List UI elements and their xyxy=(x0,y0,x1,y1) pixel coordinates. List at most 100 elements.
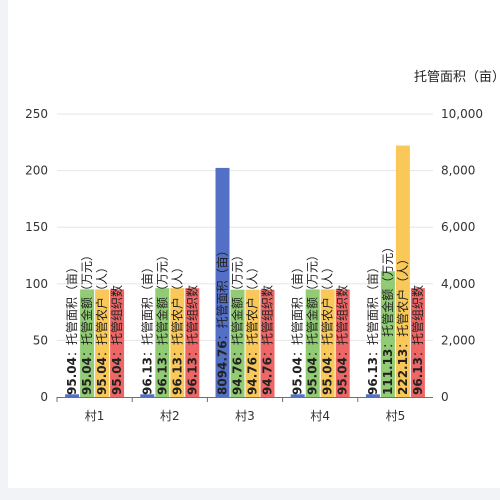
bar-data-label: 95.04：托管面积（亩） xyxy=(290,261,305,395)
bars xyxy=(65,145,425,397)
left-tick-label: 150 xyxy=(25,220,48,234)
bar-data-label: 8094.76：托管面积（亩） xyxy=(215,244,230,395)
bar[interactable] xyxy=(245,289,260,397)
bar-data-series-name: ：托管面积（亩） xyxy=(64,261,79,357)
right-tick-label: 8,000 xyxy=(441,164,475,178)
bar-data-label: 96.13：托管组织数 xyxy=(410,285,425,395)
bar[interactable] xyxy=(380,271,395,397)
bar-data-value: 95.04 xyxy=(95,357,109,395)
category-label: 村3 xyxy=(235,409,255,423)
bar-data-value: 95.04 xyxy=(336,357,350,395)
bar-data-value: 96.13 xyxy=(140,357,154,395)
right-axis-ticks: 0 2,000 4,000 6,000 8,000 10,000 xyxy=(441,107,483,404)
bar-data-label: 96.13：托管面积（亩） xyxy=(365,261,380,395)
bar-data-label: 96.13：托管面积（亩） xyxy=(139,261,154,395)
bar-data-series-name: ：托管金额（万元） xyxy=(305,249,320,357)
data-labels: 95.04：托管面积（亩）95.04：托管金额（万元）95.04：托管农户（人）… xyxy=(64,241,425,395)
bar[interactable] xyxy=(410,288,425,397)
bar-data-series-name: ：托管面积（亩） xyxy=(139,261,154,357)
left-tick-label: 50 xyxy=(33,333,48,347)
bar-data-label: 95.04：托管农户（人） xyxy=(94,261,109,395)
bar-data-label: 95.04：托管金额（万元） xyxy=(79,249,94,395)
bar-data-label: 111.13：托管金额（万元） xyxy=(380,241,395,395)
bar[interactable] xyxy=(170,288,185,397)
bar-data-label: 95.04：托管组织数 xyxy=(109,285,124,395)
bar-data-label: 95.04：托管面积（亩） xyxy=(64,261,79,395)
bar-data-series-name: ：托管组织数 xyxy=(260,285,275,357)
bar[interactable] xyxy=(365,394,380,397)
bar-data-series-name: ：托管金额（万元） xyxy=(154,249,169,357)
category-labels: 村1 村2 村3 村4 村5 xyxy=(56,397,406,423)
right-tick-label: 6,000 xyxy=(441,220,475,234)
bar-data-value: 95.04 xyxy=(291,357,305,395)
bar-data-value: 95.04 xyxy=(306,357,320,395)
bar-data-series-name: ：托管金额（万元） xyxy=(79,249,94,357)
right-tick-label: 0 xyxy=(441,390,449,404)
bar-data-label: 96.13：托管农户（人） xyxy=(169,261,184,395)
bar[interactable] xyxy=(320,289,335,397)
bar-data-series-name: ：托管面积（亩） xyxy=(215,244,230,340)
bar-data-label: 94.76：托管农户（人） xyxy=(245,261,260,395)
bar[interactable] xyxy=(260,289,275,397)
bar-data-label: 96.13：托管组织数 xyxy=(184,285,199,395)
bar-data-value: 96.13 xyxy=(170,357,184,395)
bar-data-value: 94.76 xyxy=(246,357,260,395)
category-label: 村1 xyxy=(85,409,105,423)
bar-data-series-name: ：托管组织数 xyxy=(410,285,425,357)
bar[interactable] xyxy=(215,167,230,397)
bar[interactable] xyxy=(335,289,350,397)
bar[interactable] xyxy=(230,289,245,397)
bar[interactable] xyxy=(80,289,95,397)
bar-data-series-name: ：托管组织数 xyxy=(335,285,350,357)
bar-data-label: 94.76：托管组织数 xyxy=(260,285,275,395)
left-tick-label: 250 xyxy=(25,107,48,121)
bar-data-value: 96.13 xyxy=(411,357,425,395)
bar-data-series-name: ：托管农户（人） xyxy=(320,261,335,357)
bar-data-series-name: ：托管组织数 xyxy=(184,285,199,357)
bar[interactable] xyxy=(305,289,320,397)
bar-data-value: 8094.76 xyxy=(216,340,230,395)
bar-data-value: 94.76 xyxy=(261,357,275,395)
bar[interactable] xyxy=(95,289,110,397)
bar-data-series-name: ：托管农户（人） xyxy=(169,261,184,357)
bar-data-label: 94.76：托管金额（万元） xyxy=(230,249,245,395)
bar-data-value: 95.04 xyxy=(80,357,94,395)
bar-data-value: 111.13 xyxy=(381,349,395,395)
bar-data-value: 95.04 xyxy=(65,357,79,395)
category-label: 村4 xyxy=(310,409,330,423)
category-label: 村5 xyxy=(386,409,406,423)
bar-data-series-name: ：托管面积（亩） xyxy=(365,261,380,357)
bar-data-label: 96.13：托管金额（万元） xyxy=(154,249,169,395)
bar-data-series-name: ：托管面积（亩） xyxy=(290,261,305,357)
bar[interactable] xyxy=(155,288,170,397)
bar-data-label: 222.13：托管农户（人） xyxy=(395,253,410,395)
bar-data-label: 95.04：托管金额（万元） xyxy=(305,249,320,395)
bar[interactable] xyxy=(395,145,410,397)
bar-data-series-name: ：托管农户（人） xyxy=(94,261,109,357)
left-tick-label: 200 xyxy=(25,164,48,178)
bar-data-value: 96.13 xyxy=(185,357,199,395)
bottom-margin-strip xyxy=(0,488,500,500)
bar-data-value: 96.13 xyxy=(366,357,380,395)
bar-data-series-name: ：托管金额（万元） xyxy=(230,249,245,357)
bar-data-series-name: ：托管农户（人） xyxy=(395,253,410,349)
bar[interactable] xyxy=(65,394,80,397)
bar-data-series-name: ：托管金额（万元） xyxy=(380,241,395,349)
right-axis-title: 托管面积（亩） xyxy=(414,69,500,85)
bar[interactable] xyxy=(110,289,125,397)
bar-data-value: 94.76 xyxy=(231,357,245,395)
left-axis-ticks: 0 50 100 150 200 250 xyxy=(25,107,48,404)
bar-data-label: 95.04：托管农户（人） xyxy=(320,261,335,395)
right-tick-label: 2,000 xyxy=(441,333,475,347)
bar-data-value: 96.13 xyxy=(155,357,169,395)
left-tick-label: 0 xyxy=(40,390,48,404)
category-label: 村2 xyxy=(160,409,180,423)
bar[interactable] xyxy=(140,394,155,397)
bar[interactable] xyxy=(185,288,200,397)
bar-data-series-name: ：托管组织数 xyxy=(109,285,124,357)
right-tick-label: 4,000 xyxy=(441,277,475,291)
bar-data-label: 95.04：托管组织数 xyxy=(335,285,350,395)
bar[interactable] xyxy=(290,394,305,397)
